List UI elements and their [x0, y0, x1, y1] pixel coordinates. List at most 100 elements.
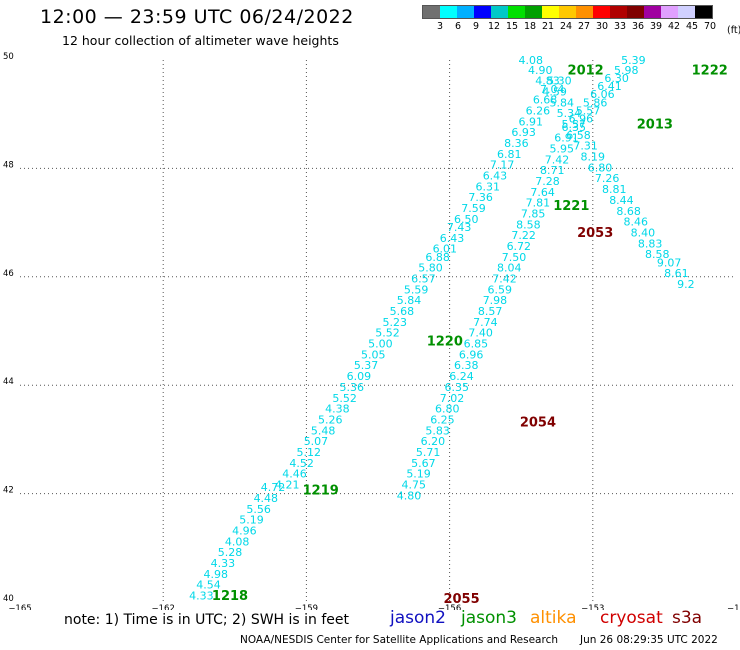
x-tick-label: −159 — [295, 604, 318, 610]
wave-height-point: 8.57 — [478, 305, 503, 318]
legend-tick-label: 70 — [703, 21, 717, 32]
wave-height-point: 6.06 — [590, 88, 615, 101]
wave-height-point: 4.08 — [225, 535, 250, 548]
wave-height-point: 6.93 — [511, 126, 536, 139]
wave-height-point: 6.50 — [454, 213, 479, 226]
satellite-jason3-label: jason3 — [461, 608, 517, 628]
wave-height-point: 5.48 — [311, 424, 336, 437]
wave-height-point: 5.67 — [411, 457, 436, 470]
wave-height-point: 6.43 — [440, 232, 465, 245]
legend-tick-label: 18 — [523, 21, 537, 32]
wave-height-point: 5.80 — [418, 262, 443, 275]
wave-height-point: 6.96 — [459, 348, 484, 361]
pass-time-label: 2013 — [637, 118, 673, 133]
wave-height-point: 5.84 — [550, 96, 575, 109]
wave-height-point: 7.50 — [502, 251, 527, 264]
wave-height-point: 6.35 — [445, 381, 470, 394]
wave-height-point: 4.48 — [254, 492, 279, 505]
legend-swatches — [422, 5, 713, 19]
wave-height-point: 6.57 — [411, 273, 436, 286]
wave-height-point: 5.57 — [576, 104, 601, 117]
wave-height-plot: −165−162−159−156−153−154042444648504.334… — [3, 52, 740, 610]
x-tick-label: −15 — [727, 604, 740, 610]
x-tick-label: −162 — [152, 604, 175, 610]
wave-height-point: 8.83 — [638, 237, 663, 250]
generated-timestamp: Jun 26 08:29:35 UTC 2022 — [580, 634, 718, 646]
wave-height-point: 5.36 — [339, 381, 364, 394]
wave-height-point: 5.98 — [614, 64, 639, 77]
y-tick-label: 44 — [3, 377, 14, 387]
wave-height-point: 4.33 — [211, 557, 236, 570]
wave-height-point: 6.09 — [347, 370, 372, 383]
wave-height-point: 5.52 — [332, 392, 357, 405]
wave-height-point: 6.41 — [597, 80, 622, 93]
wave-height-point: 7.74 — [473, 316, 498, 329]
wave-height-point: 5.83 — [425, 424, 450, 437]
x-tick-label: −165 — [8, 604, 31, 610]
satellite-s3a-label: s3a — [672, 608, 703, 628]
wave-height-point: 8.58 — [516, 218, 541, 231]
wave-height-point: 7.59 — [461, 202, 486, 215]
y-tick-label: 50 — [3, 52, 14, 62]
legend-tick-label: 36 — [631, 21, 645, 32]
legend-tick-label: 42 — [667, 21, 681, 32]
legend-tick-label: 15 — [505, 21, 519, 32]
wave-height-point: 8.44 — [609, 194, 634, 207]
wave-height-point: 5.57 — [561, 118, 586, 131]
wave-height-point: 8.58 — [645, 248, 670, 261]
wave-height-point: 6.25 — [430, 413, 455, 426]
wave-height-point: 4.98 — [203, 568, 228, 581]
pass-time-label: 1219 — [303, 483, 339, 498]
wave-height-point: 6.31 — [476, 180, 501, 193]
wave-height-point: 6.35 — [561, 121, 586, 134]
wave-height-point: 6.20 — [421, 435, 446, 448]
wave-height-point: 5.84 — [397, 294, 422, 307]
wave-height-point: 6.80 — [435, 403, 460, 416]
wave-height-point: 8.68 — [616, 205, 641, 218]
wave-height-point: 6.91 — [518, 115, 543, 128]
legend-tick-label: 21 — [541, 21, 555, 32]
wave-height-point: 6.30 — [604, 72, 629, 85]
legend-tick-label: 45 — [685, 21, 699, 32]
wave-height-point: 4.90 — [528, 64, 553, 77]
wave-height-point: 4.83 — [535, 75, 560, 88]
credit-line: NOAA/NESDIS Center for Satellite Applica… — [240, 634, 558, 646]
legend-swatch — [440, 6, 457, 18]
legend-tick-label: 30 — [595, 21, 609, 32]
wave-height-point: 7.81 — [526, 197, 551, 210]
pass-time-label: 2053 — [577, 226, 613, 241]
legend-swatch — [542, 6, 559, 18]
legend-swatch — [525, 6, 542, 18]
wave-height-point: 7.28 — [535, 175, 560, 188]
wave-height-point: 6.80 — [588, 161, 613, 174]
legend-swatch — [474, 6, 491, 18]
wave-height-point: 5.28 — [218, 546, 243, 559]
wave-height-point: 7.43 — [447, 221, 472, 234]
legend-swatch — [559, 6, 576, 18]
wave-height-point: 4.96 — [232, 525, 257, 538]
wave-height-point: 7.22 — [511, 229, 536, 242]
chart-subtitle: 12 hour collection of altimeter wave hei… — [62, 33, 339, 48]
wave-height-point: 4.38 — [325, 403, 350, 416]
wave-height-point: 4.21 — [275, 478, 300, 491]
wave-height-point: 8.36 — [504, 137, 529, 150]
pass-time-label: 2012 — [568, 63, 604, 78]
wave-height-point: 5.19 — [239, 514, 264, 527]
color-scale-legend: 3 6 9 12 15 18 21 24 27 30 33 36 39 42 45 70 (ft) — [422, 5, 740, 36]
legend-tick-label: 12 — [487, 21, 501, 32]
pass-time-label: 1218 — [212, 589, 248, 604]
wave-height-point: 6.85 — [464, 338, 489, 351]
wave-height-point: 6.26 — [526, 104, 551, 117]
legend-tick-label: 33 — [613, 21, 627, 32]
legend-tick-labels: 3 6 9 12 15 18 21 24 27 30 33 36 39 42 45 70 — [422, 19, 717, 33]
wave-height-point: 8.71 — [540, 164, 565, 177]
wave-height-point: 6.24 — [449, 370, 474, 383]
legend-tick-label: 6 — [454, 21, 462, 32]
wave-height-point: 5.68 — [390, 305, 415, 318]
pass-time-label: 2054 — [520, 416, 556, 431]
x-tick-label: −156 — [438, 604, 461, 610]
wave-height-point: 7.04 — [540, 83, 565, 96]
wave-height-point: 4.52 — [289, 457, 314, 470]
wave-height-point: 5.00 — [368, 338, 393, 351]
wave-height-point: 5.86 — [583, 96, 608, 109]
